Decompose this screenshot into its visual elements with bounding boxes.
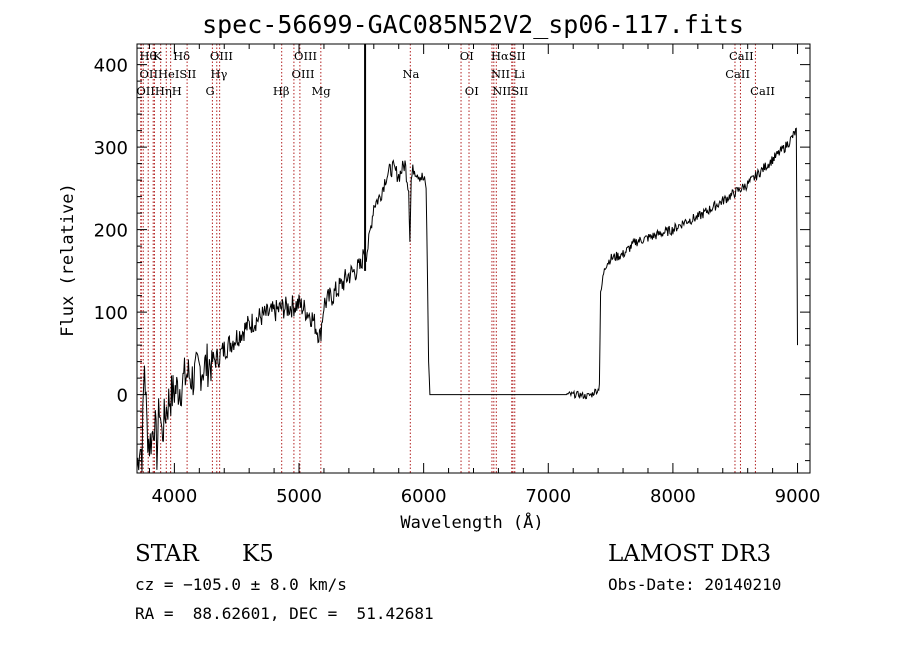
line-label-11: Na: [402, 67, 419, 81]
x-tick-label-9000: 9000: [775, 486, 821, 507]
line-label-17: Mg: [311, 84, 331, 98]
y-tick-label-0: 0: [117, 386, 128, 407]
line-label-4: OIII: [294, 49, 317, 63]
observation-date: Obs-Date: 20140210: [608, 575, 782, 594]
y-axis-label: Flux (relative): [58, 183, 78, 337]
line-label-13: CaII: [725, 67, 750, 81]
line-label-8: OIIHeISII: [139, 67, 196, 81]
spectral-line-labels: HθK Hδ OIII OIII OI HαSII CaII OIIHeISII Hγ OIII N…: [136, 49, 775, 98]
survey-name: LAMOST DR3: [608, 541, 772, 567]
line-label-10: OIII: [292, 67, 315, 81]
line-label-0: Hθ: [139, 49, 156, 63]
line-label-16: Hβ: [273, 84, 290, 98]
line-label-7: CaII: [729, 49, 754, 63]
plot-area: [136, 44, 798, 472]
redshift-cz: cz = −105.0 ± 8.0 km/s: [135, 575, 347, 594]
plot-frame: [136, 43, 811, 474]
x-axis-ticks: 4000 5000 6000 7000 8000 9000: [148, 44, 821, 507]
line-label-18: OI: [465, 84, 479, 98]
line-label-12: NII Li: [491, 67, 525, 81]
spectral-line-markers: [140, 44, 756, 473]
line-label-9: Hγ: [211, 67, 228, 81]
x-tick-label-5000: 5000: [276, 486, 322, 507]
y-tick-label-300: 300: [94, 138, 128, 159]
line-label-14: OIIHηH: [136, 84, 181, 98]
line-label-2: Hδ: [173, 49, 190, 63]
line-label-6: HαSII: [491, 49, 526, 63]
chart-title: spec-56699-GAC085N52V2_sp06-117.fits: [202, 10, 744, 39]
spectrum-line: [136, 127, 798, 472]
y-axis-ticks: 0 100 200 300 400: [94, 47, 810, 462]
spectrum-chart: spec-56699-GAC085N52V2_sp06-117.fits HθK…: [58, 10, 821, 533]
coordinates: RA = 88.62601, DEC = 51.42681: [135, 604, 434, 623]
line-label-5: OI: [460, 49, 474, 63]
line-label-1: K: [153, 49, 162, 63]
x-tick-label-8000: 8000: [650, 486, 696, 507]
x-tick-label-6000: 6000: [401, 486, 447, 507]
x-axis-label: Wavelength (Å): [400, 511, 543, 533]
line-label-19: NIISII: [492, 84, 528, 98]
y-tick-label-100: 100: [94, 303, 128, 324]
spectral-subclass: K5: [242, 541, 274, 567]
line-label-3: OIII: [210, 49, 233, 63]
y-tick-label-200: 200: [94, 221, 128, 242]
x-tick-label-7000: 7000: [525, 486, 571, 507]
line-label-15: G: [206, 84, 215, 98]
line-label-20: CaII: [750, 84, 775, 98]
x-tick-label-4000: 4000: [151, 486, 197, 507]
y-tick-label-400: 400: [94, 56, 128, 77]
object-type: STAR: [135, 541, 199, 567]
